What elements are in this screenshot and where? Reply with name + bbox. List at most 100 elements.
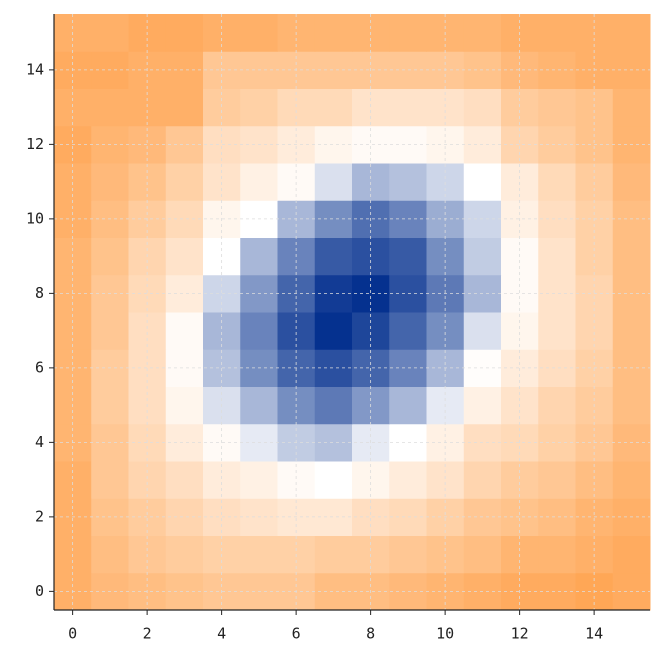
cell <box>91 237 129 276</box>
cell <box>463 237 502 276</box>
y-tick-label: 8 <box>35 284 44 302</box>
cell <box>538 386 576 425</box>
cell <box>128 461 167 499</box>
cell <box>389 163 427 201</box>
x-tick-label: 4 <box>217 625 226 643</box>
cell <box>538 163 576 201</box>
cell <box>314 237 353 276</box>
cell <box>612 312 651 350</box>
cell <box>463 14 502 52</box>
cell <box>314 51 353 89</box>
cell <box>501 274 539 313</box>
cell <box>463 386 502 425</box>
cell <box>165 349 204 387</box>
cell <box>463 312 502 350</box>
cell <box>538 14 576 52</box>
cell <box>240 386 278 425</box>
cell <box>165 423 204 462</box>
cell <box>165 200 204 238</box>
cell <box>314 349 353 387</box>
cell <box>314 312 353 350</box>
cell <box>240 535 278 574</box>
cell <box>91 461 129 499</box>
cell <box>463 163 502 201</box>
cell <box>314 274 353 313</box>
cell <box>314 461 353 499</box>
cell <box>538 312 576 350</box>
cell <box>314 163 353 201</box>
cell <box>463 535 502 574</box>
cell <box>240 88 278 127</box>
cell <box>612 386 651 425</box>
cell <box>314 535 353 574</box>
cell <box>501 125 539 164</box>
cell <box>165 51 204 89</box>
cell <box>240 461 278 499</box>
cell <box>240 163 278 201</box>
cell <box>165 163 204 201</box>
cell <box>165 274 204 313</box>
cell <box>314 88 353 127</box>
x-tick-label: 6 <box>292 625 301 643</box>
cell <box>240 312 278 350</box>
cell <box>538 200 576 238</box>
cell <box>91 312 129 350</box>
cell <box>501 461 539 499</box>
cell <box>538 535 576 574</box>
cell <box>612 535 651 574</box>
cell <box>575 461 614 499</box>
cell <box>538 51 576 89</box>
cell <box>538 349 576 387</box>
cell <box>314 200 353 238</box>
cell <box>165 498 204 536</box>
cell <box>54 312 92 350</box>
cell <box>426 312 465 350</box>
cell <box>538 237 576 276</box>
cell <box>612 14 651 52</box>
cell <box>91 163 129 201</box>
cell <box>389 461 427 499</box>
cell <box>277 461 316 499</box>
cell <box>91 14 129 52</box>
cell <box>165 237 204 276</box>
cell <box>314 423 353 462</box>
cell <box>91 386 129 425</box>
cell <box>575 312 614 350</box>
cell <box>240 237 278 276</box>
cell <box>612 461 651 499</box>
cell <box>165 88 204 127</box>
cell <box>389 237 427 276</box>
cell <box>389 88 427 127</box>
y-tick-label: 4 <box>35 433 44 451</box>
cell <box>91 535 129 574</box>
cell <box>612 237 651 276</box>
cell <box>165 572 204 611</box>
cell <box>538 423 576 462</box>
y-tick-label: 10 <box>26 209 44 227</box>
cell <box>240 14 278 52</box>
cell <box>352 274 390 313</box>
cell <box>165 125 204 164</box>
cell <box>165 461 204 499</box>
cell <box>314 386 353 425</box>
x-tick-label: 0 <box>68 625 77 643</box>
cell <box>501 498 539 536</box>
cell <box>389 14 427 52</box>
cell <box>389 386 427 425</box>
cell <box>165 312 204 350</box>
cell <box>165 535 204 574</box>
cell <box>128 312 167 350</box>
cell <box>165 386 204 425</box>
cell <box>538 125 576 164</box>
x-tick-label: 12 <box>511 625 529 643</box>
cell <box>203 461 241 499</box>
cell <box>612 163 651 201</box>
y-tick-label: 0 <box>35 582 44 600</box>
cell <box>91 88 129 127</box>
cell <box>314 14 353 52</box>
y-tick-label: 12 <box>26 135 44 153</box>
cell <box>352 498 390 536</box>
x-tick-label: 10 <box>436 625 454 643</box>
cell <box>501 312 539 350</box>
